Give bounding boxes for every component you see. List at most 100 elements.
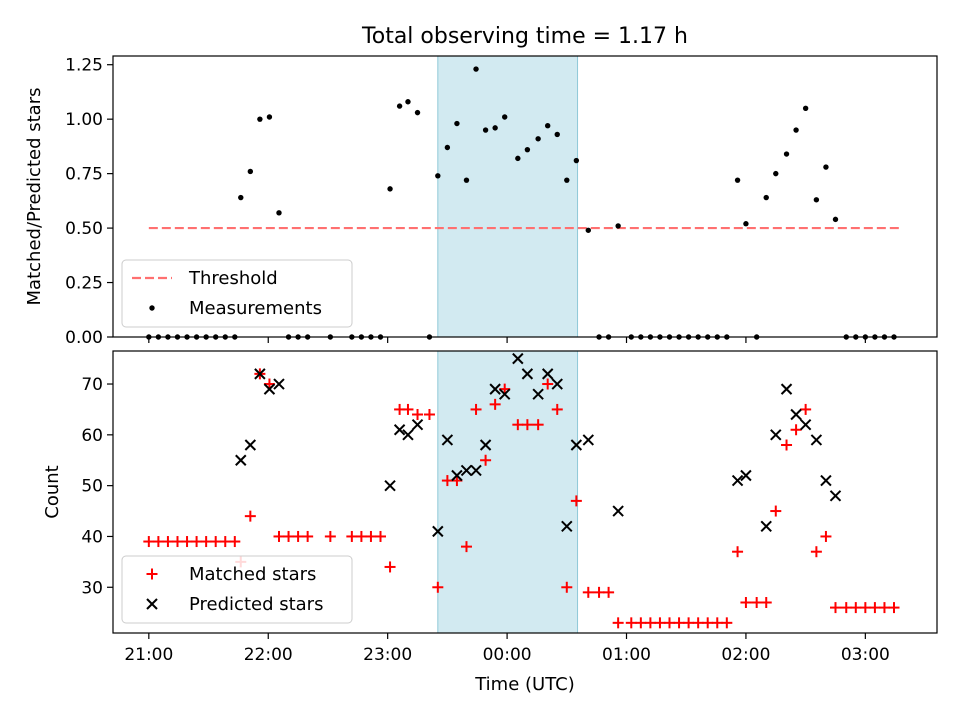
top-plot-frame bbox=[112, 55, 938, 338]
figure-title: Total observing time = 1.17 h bbox=[361, 24, 688, 49]
predicted-star-marker bbox=[582, 434, 594, 446]
y-tick-label: 40 bbox=[81, 527, 103, 547]
matched-star-marker bbox=[760, 597, 772, 609]
matched-star-marker bbox=[441, 475, 453, 487]
legend-box bbox=[121, 259, 353, 328]
matched-star-marker bbox=[346, 530, 358, 542]
matched-star-marker bbox=[263, 378, 275, 390]
matched-star-marker bbox=[612, 617, 624, 629]
matched-star-marker bbox=[532, 419, 544, 431]
measurement-point bbox=[387, 186, 393, 192]
predicted-star-marker bbox=[532, 388, 544, 400]
predicted-star-marker bbox=[498, 388, 511, 400]
measurement-point bbox=[564, 177, 570, 183]
matched-star-marker bbox=[625, 617, 637, 629]
top-shaded-interval bbox=[437, 55, 579, 338]
measurement-point bbox=[501, 114, 508, 120]
measurement-point bbox=[276, 210, 282, 216]
predicted-star-marker bbox=[760, 520, 772, 533]
measurement-point bbox=[444, 144, 451, 151]
measurement-point bbox=[773, 170, 779, 177]
matched-star-marker bbox=[451, 475, 463, 487]
measurement-point bbox=[482, 127, 489, 133]
x-tick-label: 02:00 bbox=[721, 645, 770, 665]
matched-star-marker bbox=[820, 530, 832, 542]
top-x-axis-ticks bbox=[148, 337, 866, 343]
measurement-point bbox=[615, 223, 621, 229]
predicted-star-marker bbox=[790, 408, 802, 421]
matched-stars-series bbox=[143, 368, 900, 629]
matched-star-marker bbox=[740, 597, 752, 609]
measurement-point bbox=[515, 155, 521, 162]
predicted-star-marker bbox=[460, 464, 473, 477]
matched-star-marker bbox=[702, 617, 714, 629]
y-tick-label: 70 bbox=[81, 375, 103, 395]
measurement-point bbox=[266, 114, 273, 120]
y-tick-label: 1.00 bbox=[65, 110, 103, 130]
measurement-point bbox=[544, 123, 551, 129]
x-tick-label: 01:00 bbox=[602, 645, 651, 665]
measurement-point bbox=[743, 221, 749, 227]
matched-star-marker bbox=[423, 409, 435, 421]
bottom-legend: Matched stars Predicted stars bbox=[121, 555, 353, 624]
y-tick-label: 0.25 bbox=[65, 274, 103, 294]
measurement-point bbox=[802, 105, 809, 111]
matched-star-marker bbox=[692, 617, 704, 629]
x-tick-label: 21:00 bbox=[124, 645, 173, 665]
matched-star-marker bbox=[375, 530, 387, 542]
matched-legend-marker bbox=[146, 568, 158, 580]
bottom-plot-frame bbox=[112, 350, 938, 634]
matched-star-marker bbox=[244, 510, 256, 522]
predicted-star-marker bbox=[770, 429, 782, 441]
matched-star-marker bbox=[143, 536, 155, 548]
y-tick-label: 1.25 bbox=[65, 56, 103, 76]
matched-star-marker bbox=[460, 541, 472, 553]
matched-star-marker bbox=[810, 546, 822, 558]
matched-star-marker bbox=[292, 530, 304, 542]
x-tick-label: 23:00 bbox=[363, 645, 412, 665]
matched-star-marker bbox=[512, 419, 524, 431]
x-tick-label: 03:00 bbox=[841, 645, 890, 665]
predicted-star-marker bbox=[740, 469, 752, 482]
matched-star-marker bbox=[711, 617, 723, 629]
predicted-star-marker bbox=[244, 439, 257, 451]
measurement-point bbox=[435, 173, 441, 179]
predicted-star-marker bbox=[512, 352, 524, 365]
matched-star-marker bbox=[283, 530, 295, 542]
matched-star-marker bbox=[829, 602, 841, 614]
matched-star-marker bbox=[219, 536, 231, 548]
matched-star-marker bbox=[561, 581, 573, 593]
matched-star-marker bbox=[551, 403, 563, 415]
measurement-point bbox=[414, 109, 421, 116]
measurement-point bbox=[793, 127, 799, 133]
predicted-star-marker bbox=[411, 418, 424, 431]
matched-star-marker bbox=[412, 409, 424, 421]
matched-star-marker bbox=[840, 602, 852, 614]
matched-star-marker bbox=[542, 378, 554, 390]
matched-star-marker bbox=[480, 454, 492, 466]
measurement-point bbox=[585, 227, 591, 233]
matched-star-marker bbox=[869, 602, 881, 614]
predicted-star-marker bbox=[254, 368, 266, 380]
matched-star-marker bbox=[878, 602, 890, 614]
x-tick-label: 00:00 bbox=[483, 645, 532, 665]
x-tick-label: 22:00 bbox=[244, 645, 293, 665]
y-tick-label: 30 bbox=[81, 578, 103, 598]
matched-star-marker bbox=[800, 403, 812, 415]
matched-star-marker bbox=[432, 581, 444, 593]
predicted-star-marker bbox=[780, 383, 793, 395]
measurement-point bbox=[554, 131, 560, 138]
measurement-point bbox=[783, 151, 790, 157]
measurement-point bbox=[535, 136, 541, 142]
predicted-star-marker bbox=[489, 383, 501, 395]
matched-star-marker bbox=[790, 424, 802, 436]
bottom-panel: 30 40 50 60 70 21:00 22:00 23:00 00:00 01:00 02:0… bbox=[42, 350, 938, 695]
matched-star-marker bbox=[181, 536, 193, 548]
legend-box bbox=[121, 555, 353, 624]
matched-star-marker bbox=[644, 617, 656, 629]
legend-label: Measurements bbox=[189, 298, 322, 319]
top-y-axis-ticks: 0.00 0.25 0.50 0.75 1.00 1.25 bbox=[65, 56, 113, 348]
matched-star-marker bbox=[888, 602, 900, 614]
matched-star-marker bbox=[200, 536, 212, 548]
